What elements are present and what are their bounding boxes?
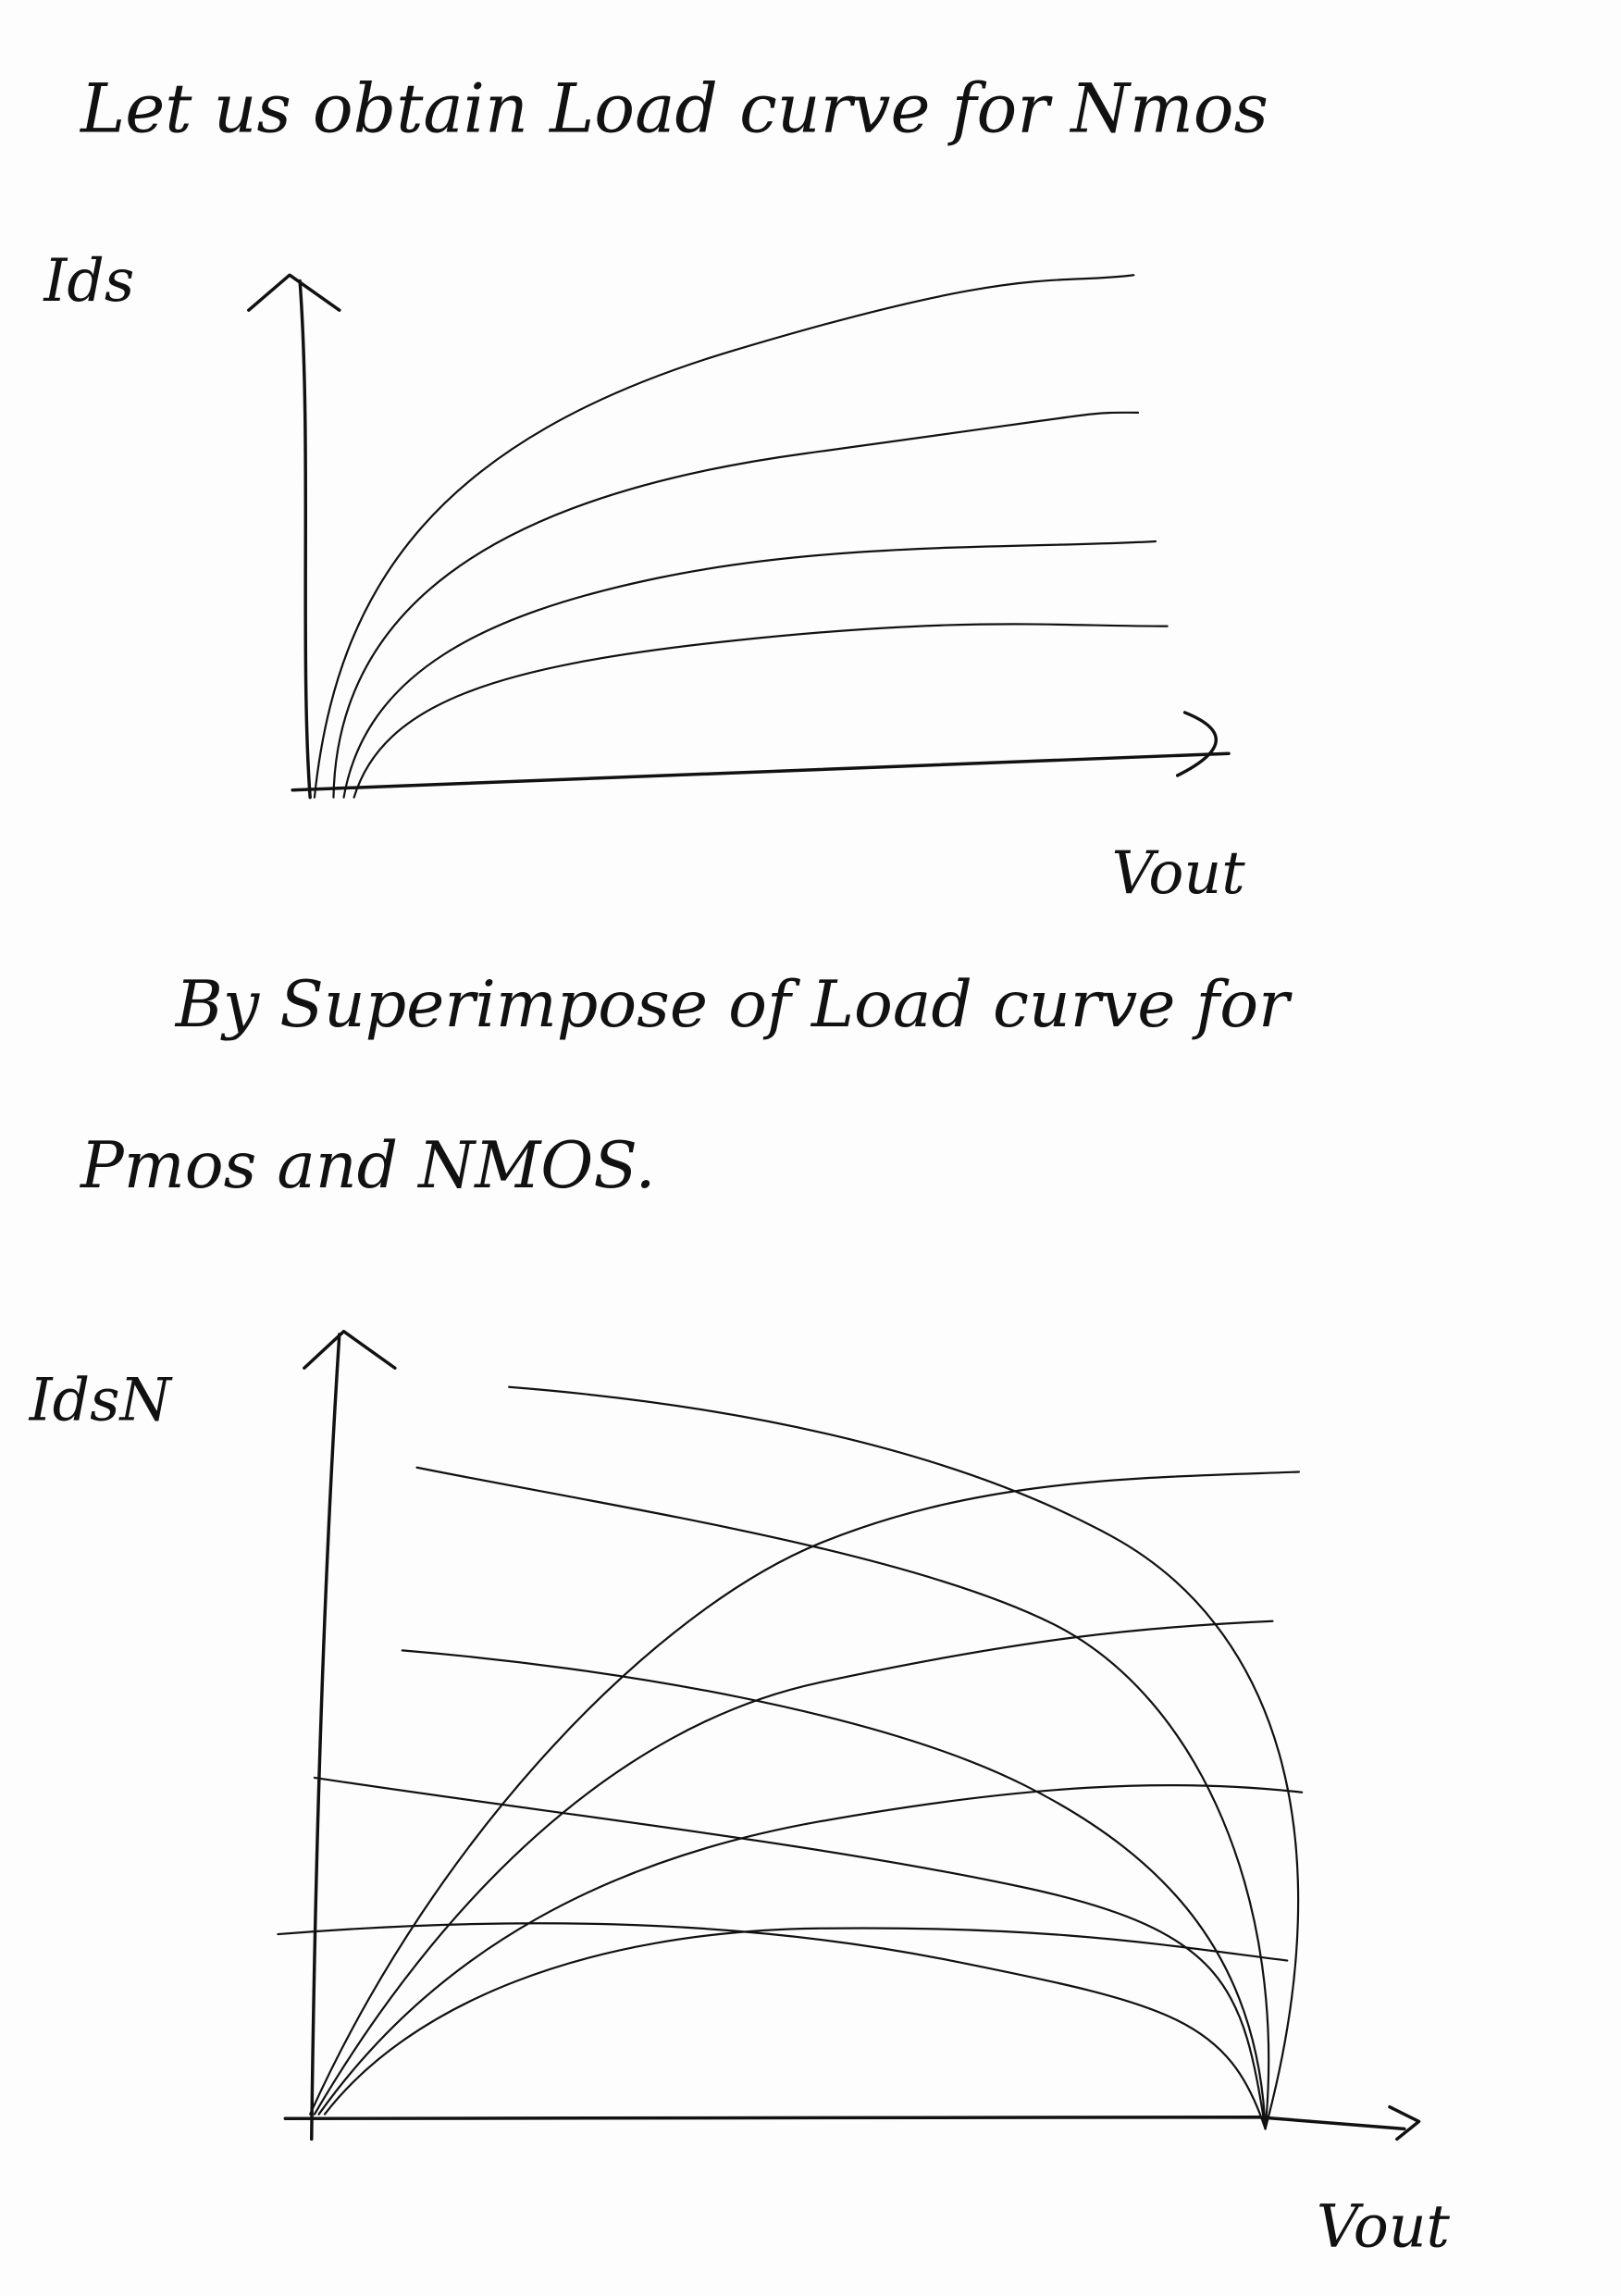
x-axis-label: Vout (1112, 838, 1246, 907)
pmos-curve (277, 1922, 1267, 2130)
y-axis (310, 1333, 341, 2141)
nmos-curve (313, 1620, 1274, 2116)
nmos-curve (323, 1927, 1289, 2116)
load-curve (342, 540, 1157, 799)
note-content: Let us obtain Load curve for Nmos Ids Vo… (29, 69, 1451, 2260)
load-curve (332, 411, 1140, 799)
paragraph-line: Pmos and NMOS. (79, 1128, 656, 1203)
x-axis (291, 751, 1231, 792)
nmos-curve (317, 1783, 1304, 2116)
x-axis-label: Vout (1317, 2192, 1451, 2261)
title: Let us obtain Load curve for Nmos (79, 69, 1268, 148)
y-axis (298, 279, 312, 800)
x-arrow (1175, 711, 1218, 777)
load-curve (313, 274, 1135, 799)
y-axis-label: Ids (43, 246, 134, 315)
y-axis-label: IdsN (29, 1365, 174, 1433)
y-arrow (303, 1329, 397, 1370)
nmos-curve (309, 1471, 1301, 2116)
pmos-curve (401, 1649, 1267, 2130)
x-axis (283, 2115, 1406, 2131)
pmos-curve (508, 1385, 1300, 2130)
pmos-curve (415, 1466, 1270, 2130)
load-curve (353, 623, 1169, 799)
paragraph-line: By Superimpose of Load curve for (174, 967, 1293, 1042)
x-arrow (1388, 2104, 1421, 2141)
y-arrow (247, 273, 341, 312)
pmos-curve (313, 1776, 1267, 2130)
